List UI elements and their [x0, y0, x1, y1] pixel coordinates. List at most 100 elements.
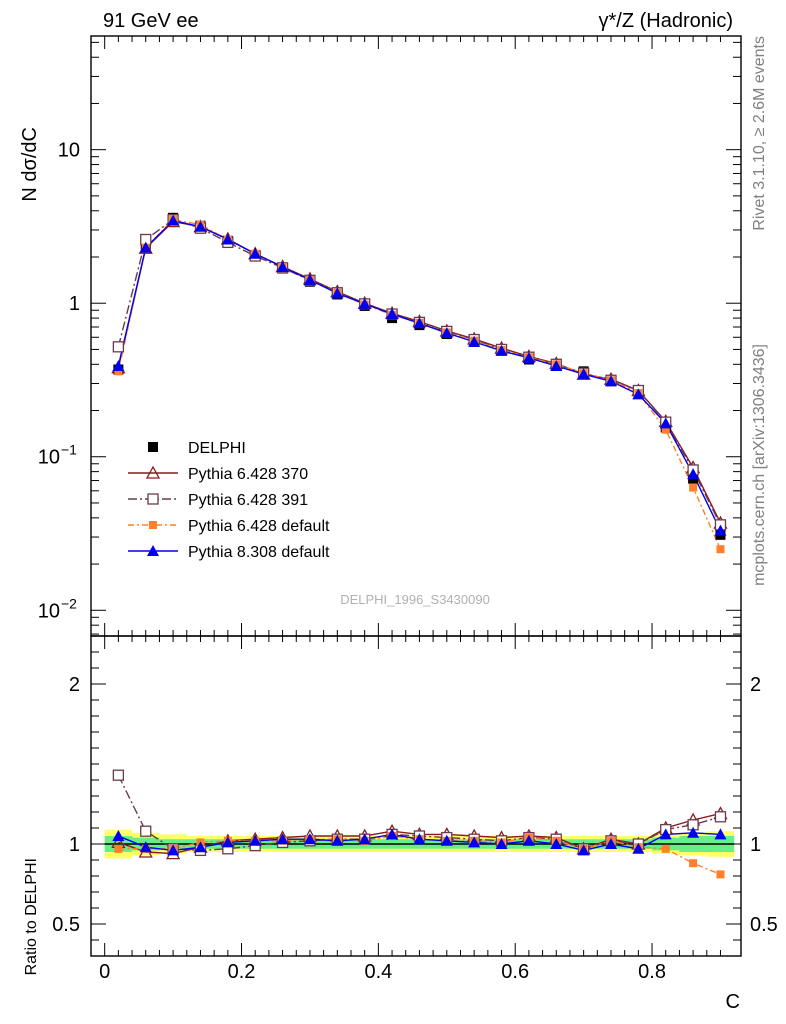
- ratio-point-p8_default: [139, 841, 152, 853]
- main-point-p8_default: [440, 326, 453, 338]
- ratio-ytick-label-right: 0.5: [750, 914, 778, 936]
- ratio-point-p6_391: [714, 811, 727, 823]
- main-point-p8_default: [331, 287, 344, 299]
- main-point-p8_default: [276, 261, 289, 273]
- ratio-point-p6_default: [661, 844, 670, 853]
- ratio-point-p8_default: [659, 828, 672, 840]
- main-point-p8_default: [386, 308, 399, 320]
- main-markers-p8_default: [112, 214, 727, 536]
- mcplots-label: mcplots.cern.ch [arXiv:1306.3436]: [751, 344, 768, 586]
- ratio-markers-p8_default: [112, 826, 727, 856]
- legend-entry-data: DELPHI: [148, 440, 246, 457]
- legend-label-p8_default: Pythia 8.308 default: [188, 544, 330, 561]
- main-point-p8_default: [522, 351, 535, 363]
- ratio-point-p8_default: [167, 844, 180, 856]
- main-point-p8_default: [659, 417, 672, 429]
- legend-label-p6_default: Pythia 6.428 default: [188, 518, 330, 535]
- ratio-point-p8_default: [440, 834, 453, 846]
- ratio-ytick-label-right: 2: [750, 674, 761, 696]
- main-ytick-exponent: −2: [61, 595, 77, 611]
- x-tick-label: 0.6: [501, 961, 529, 983]
- main-ytick-label: 10: [38, 600, 60, 622]
- header-right: γ*/Z (Hadronic): [599, 10, 733, 32]
- main-point-p8_default: [468, 335, 481, 347]
- ratio-point-p8_default: [276, 833, 289, 845]
- ratio-point-p8_default: [112, 830, 125, 841]
- legend-marker-p8_default: [147, 545, 159, 556]
- ratio-point-p8_default: [249, 834, 262, 846]
- main-point-p8_default: [221, 233, 234, 245]
- legend-entry-p8_default: Pythia 8.308 default: [128, 544, 330, 561]
- main-ytick-label: 10: [58, 140, 80, 162]
- main-point-p8_default: [632, 388, 645, 400]
- ratio-ylabel: Ratio to DELPHI: [23, 858, 40, 975]
- main-point-p8_default: [495, 344, 508, 356]
- main-point-p8_default: [303, 273, 316, 285]
- main-ylabel: N dσ/dC: [19, 127, 41, 202]
- ratio-ytick-label-right: 1: [750, 834, 761, 856]
- main-point-p8_default: [167, 214, 180, 226]
- legend-label-p6_391: Pythia 6.428 391: [188, 492, 308, 509]
- ratio-point-p8_default: [358, 833, 371, 845]
- legend-marker-p6_370: [145, 465, 161, 479]
- ratio-point-p8_default: [605, 838, 617, 849]
- main-point-p8_default: [687, 468, 700, 480]
- ratio-point-p8_default: [194, 841, 207, 853]
- x-tick-label: 0.2: [228, 961, 256, 983]
- main-point-p6_default: [716, 545, 725, 554]
- main-point-p6_391: [112, 341, 125, 353]
- main-point-p6_default: [661, 425, 670, 434]
- main-line-p8_default: [117, 219, 722, 531]
- main-ytick-label: 10: [38, 447, 60, 469]
- ratio-point-p6_default: [716, 870, 725, 879]
- ratio-point-p8_default: [303, 833, 316, 845]
- ratio-point-p6_default: [114, 844, 123, 853]
- ratio-point-p8_default: [687, 826, 700, 838]
- ratio-point-p6_391: [112, 769, 125, 781]
- x-tick-label: 0: [99, 961, 110, 983]
- x-axis-label: C: [726, 991, 740, 1013]
- ratio-ytick-label-left: 2: [69, 674, 80, 696]
- main-point-p6_default: [689, 483, 698, 492]
- ratio-panel: 0.5 0.5 1 1 2 2 0 0.2 0.4 0.6 0.8: [52, 635, 778, 983]
- ratio-ytick-label-left: 1: [69, 834, 80, 856]
- legend-entry-p6_391: Pythia 6.428 391: [128, 492, 308, 509]
- x-tick-label: 0.4: [364, 961, 392, 983]
- ratio-point-p8_default: [522, 834, 535, 846]
- ratio-point-p8_default: [577, 844, 590, 856]
- ratio-point-p8_default: [386, 828, 399, 840]
- ratio-point-p8_default: [331, 834, 344, 846]
- main-series-p8_default: [117, 219, 722, 531]
- legend-label-p6_370: Pythia 6.428 370: [188, 466, 308, 483]
- main-point-p8_default: [714, 524, 727, 536]
- ratio-point-p8_default: [413, 833, 426, 845]
- main-markers-data: [113, 212, 726, 540]
- ratio-point-p8_default: [495, 838, 508, 849]
- ratio-series-p6_default: [118, 835, 721, 876]
- ratio-point-p6_default: [689, 859, 698, 868]
- header-left: 91 GeV ee: [103, 10, 199, 32]
- rivet-version-label: Rivet 3.1.10, ≥ 2.6M events: [751, 36, 768, 231]
- main-point-p8_default: [358, 297, 371, 309]
- legend-marker-p6_391: [147, 493, 159, 505]
- main-point-p8_default: [577, 368, 590, 380]
- main-ytick-exponent: −1: [61, 442, 77, 458]
- legend-marker-data: [148, 442, 158, 452]
- ratio-point-p6_391: [140, 825, 152, 837]
- x-tick-label: 0.8: [638, 961, 666, 983]
- ratio-frame: [90, 635, 742, 957]
- ratio-point-p8_default: [714, 828, 727, 840]
- ratio-point-p8_default: [632, 842, 645, 854]
- main-point-p8_default: [139, 241, 152, 253]
- main-point-p8_default: [194, 220, 207, 232]
- main-point-p8_default: [413, 317, 426, 329]
- legend-entry-p6_370: Pythia 6.428 370: [128, 465, 308, 483]
- analysis-watermark: DELPHI_1996_S3430090: [340, 592, 490, 607]
- ratio-ytick-label-left: 0.5: [52, 914, 80, 936]
- main-point-p8_default: [112, 359, 125, 371]
- main-point-p6_default: [114, 367, 123, 376]
- main-ytick-label: 1: [69, 293, 80, 315]
- ratio-point-p8_default: [468, 836, 481, 848]
